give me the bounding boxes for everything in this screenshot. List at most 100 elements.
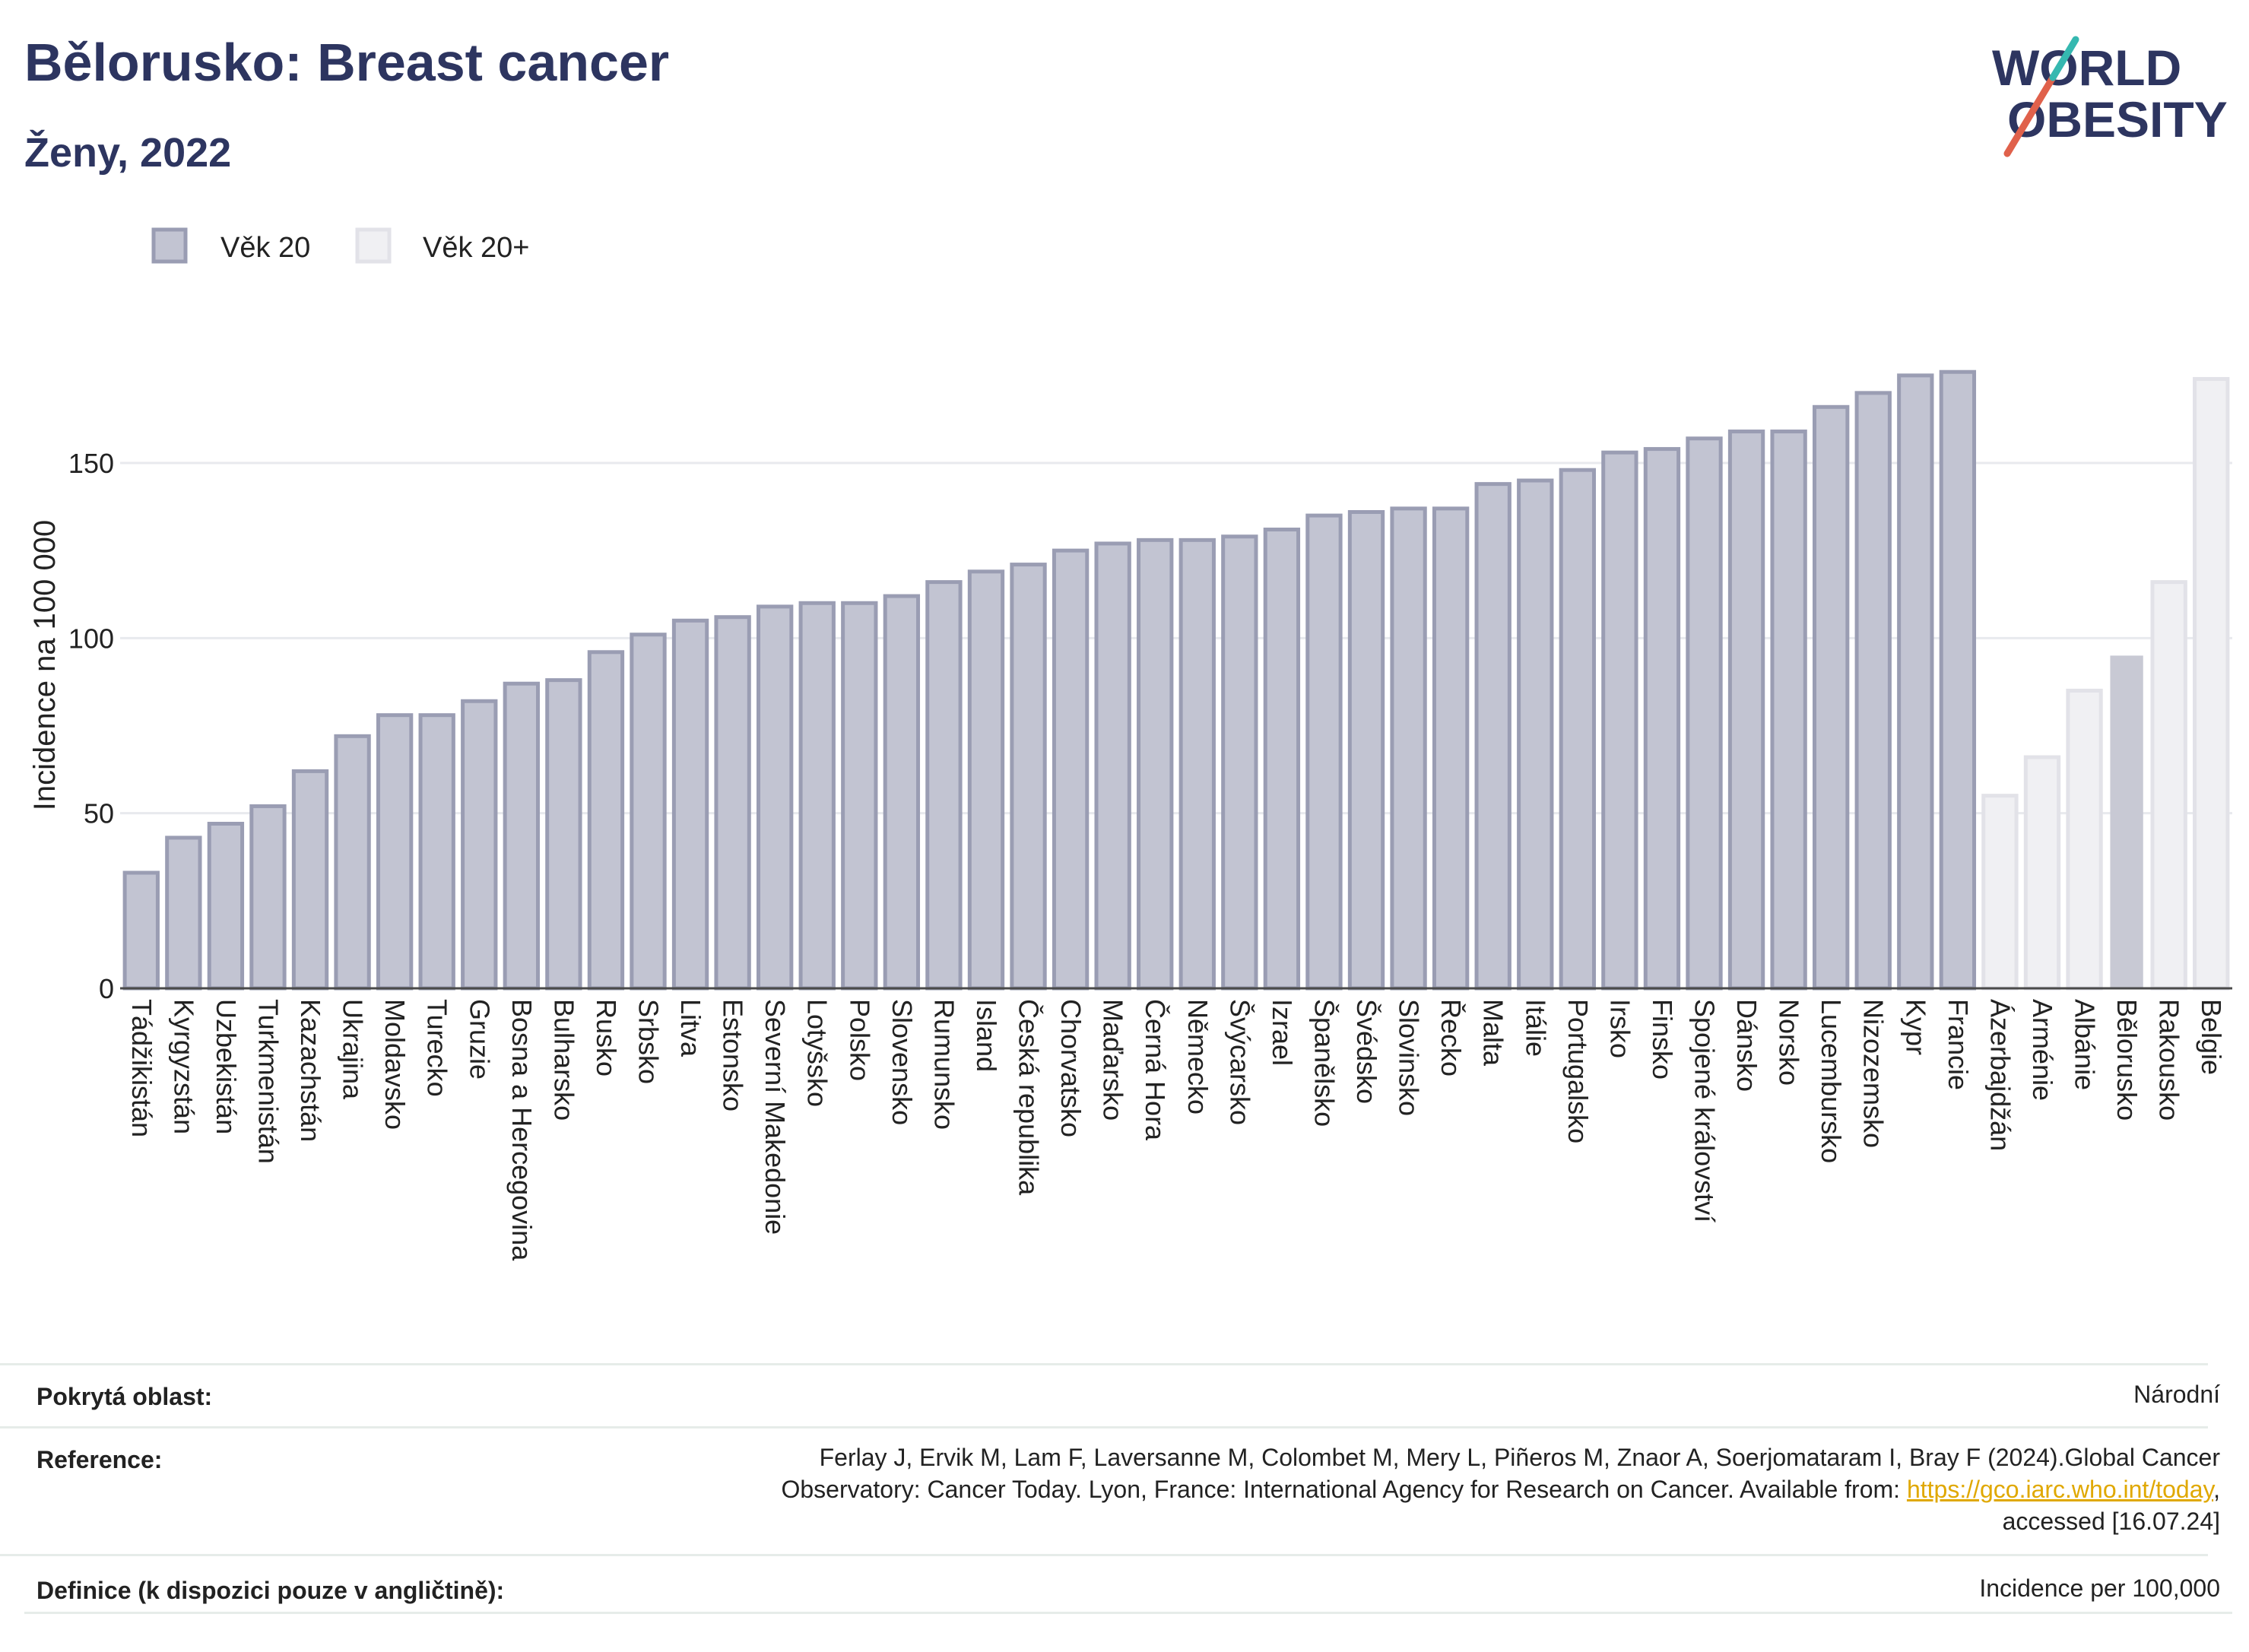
x-tick-label: Chorvatsko [1055, 999, 1086, 1137]
bar-16[interactable] [798, 601, 836, 991]
bar-37[interactable] [1686, 436, 1723, 991]
reference-line-2-text: Observatory: Cancer Today. Lyon, France:… [781, 1476, 1907, 1503]
x-tick-label: Rusko [591, 999, 622, 1076]
x-tick-label: Srbsko [633, 999, 665, 1084]
bar-20[interactable] [967, 569, 1005, 991]
bar-15[interactable] [757, 604, 794, 991]
logo-slash-teal [2049, 36, 2079, 81]
bar-23[interactable] [1094, 541, 1131, 991]
x-tick-label: Švýcarsko [1224, 999, 1255, 1125]
definition-value: Incidence per 100,000 [1979, 1574, 2220, 1602]
bar-21[interactable] [1010, 563, 1047, 991]
bar-39[interactable] [1770, 430, 1807, 991]
x-tick-label: Španělsko [1308, 999, 1340, 1127]
bar-29[interactable] [1347, 509, 1385, 991]
bar-40[interactable] [1813, 404, 1850, 991]
bar-10[interactable] [545, 678, 582, 991]
x-tick-label: Finsko [1647, 999, 1678, 1080]
x-tick-label: Island [971, 999, 1002, 1072]
bar-13[interactable] [671, 618, 709, 991]
x-tick-label: Albánie [2070, 999, 2101, 1090]
legend-swatch-vek20 [151, 227, 188, 264]
bar-38[interactable] [1727, 430, 1765, 991]
x-tick-label: Bulharsko [548, 999, 579, 1121]
x-tick-label: Spojené království [1689, 999, 1721, 1222]
bar-9[interactable] [503, 681, 540, 991]
y-tick-label: 50 [84, 798, 114, 829]
x-tick-label: Francie [1943, 999, 1974, 1090]
bar-46[interactable] [2066, 688, 2103, 991]
x-tick-label: Česká republika [1013, 999, 1045, 1196]
bar-2[interactable] [207, 821, 245, 991]
bar-47[interactable] [2110, 655, 2143, 988]
bar-49[interactable] [2193, 376, 2230, 991]
bar-43[interactable] [1939, 369, 1977, 991]
logo-text-obesity: OBESITY [2007, 91, 2228, 147]
x-tick-label: Nizozemsko [1858, 999, 1889, 1148]
x-tick-label: Tádžikistán [126, 999, 157, 1137]
bar-34[interactable] [1559, 468, 1596, 991]
coverage-row [0, 1363, 2208, 1365]
bar-3[interactable] [249, 804, 287, 991]
x-tick-label: Litva [675, 999, 706, 1057]
bar-12[interactable] [630, 633, 667, 991]
x-tick-label: Švédsko [1351, 999, 1382, 1104]
x-tick-label: Arménie [2027, 999, 2058, 1101]
bar-22[interactable] [1052, 548, 1090, 991]
x-tick-label: Norsko [1774, 999, 1805, 1086]
bar-17[interactable] [841, 601, 878, 991]
bar-24[interactable] [1137, 537, 1174, 991]
bar-8[interactable] [461, 699, 498, 991]
reference-row [0, 1426, 2208, 1428]
reference-link[interactable]: https://gco.iarc.who.int/today [1906, 1476, 2214, 1503]
bar-36[interactable] [1643, 447, 1681, 991]
x-tick-label: Bělorusko [2111, 999, 2143, 1121]
x-tick-label: Lotyšsko [802, 999, 833, 1107]
x-tick-label: Kypr [1900, 999, 1931, 1055]
x-tick-label: Slovinsko [1394, 999, 1425, 1116]
bar-7[interactable] [418, 713, 455, 991]
x-tick-label: Maďarsko [1098, 999, 1129, 1121]
x-tick-label: Bosna a Hercegovina [506, 999, 538, 1261]
bar-44[interactable] [1981, 794, 2019, 991]
bar-45[interactable] [2023, 755, 2061, 991]
bar-chart: Věk 20 Věk 20+ Incidence na 100 000 0 50 1… [28, 227, 2232, 1261]
bar-27[interactable] [1263, 528, 1301, 991]
x-tick-label: Slovensko [887, 999, 918, 1125]
bar-31[interactable] [1432, 506, 1470, 991]
x-tick-label: Kyrgyzstán [168, 999, 199, 1134]
page-subtitle: Ženy, 2022 [24, 130, 232, 176]
x-tick-label: Polsko [844, 999, 875, 1081]
bar-1[interactable] [165, 836, 202, 991]
x-tick-label: Černá Hora [1140, 999, 1171, 1141]
bar-18[interactable] [883, 594, 921, 991]
bar-14[interactable] [714, 615, 751, 991]
bar-28[interactable] [1305, 513, 1343, 991]
bar-25[interactable] [1178, 537, 1216, 991]
x-tick-label: Rakousko [2154, 999, 2185, 1121]
x-tick-label: Itálie [1520, 999, 1551, 1057]
reference-label: Reference: [36, 1446, 163, 1473]
bar-33[interactable] [1517, 478, 1554, 991]
x-tick-label: Belgie [2196, 999, 2227, 1075]
bar-19[interactable] [925, 580, 963, 991]
bar-30[interactable] [1390, 506, 1427, 991]
x-tick-label: Ukrajina [338, 999, 369, 1100]
definition-label: Definice (k dispozici pouze v angličtině… [36, 1577, 505, 1604]
bar-11[interactable] [587, 650, 625, 991]
x-tick-label: Izrael [1267, 999, 1298, 1066]
x-tick-label: Uzbekistán [211, 999, 242, 1134]
bar-6[interactable] [376, 713, 414, 991]
bar-41[interactable] [1854, 391, 1892, 991]
y-tick-label: 150 [68, 448, 114, 479]
x-tick-label: Estonsko [718, 999, 749, 1111]
bar-42[interactable] [1897, 373, 1934, 991]
bar-4[interactable] [291, 769, 329, 991]
reference-line-2: Observatory: Cancer Today. Lyon, France:… [781, 1473, 2220, 1505]
bar-32[interactable] [1474, 482, 1511, 991]
bar-26[interactable] [1221, 534, 1258, 991]
bar-35[interactable] [1601, 450, 1638, 991]
bar-5[interactable] [334, 734, 371, 991]
bar-48[interactable] [2150, 580, 2187, 991]
bar-0[interactable] [122, 870, 160, 991]
